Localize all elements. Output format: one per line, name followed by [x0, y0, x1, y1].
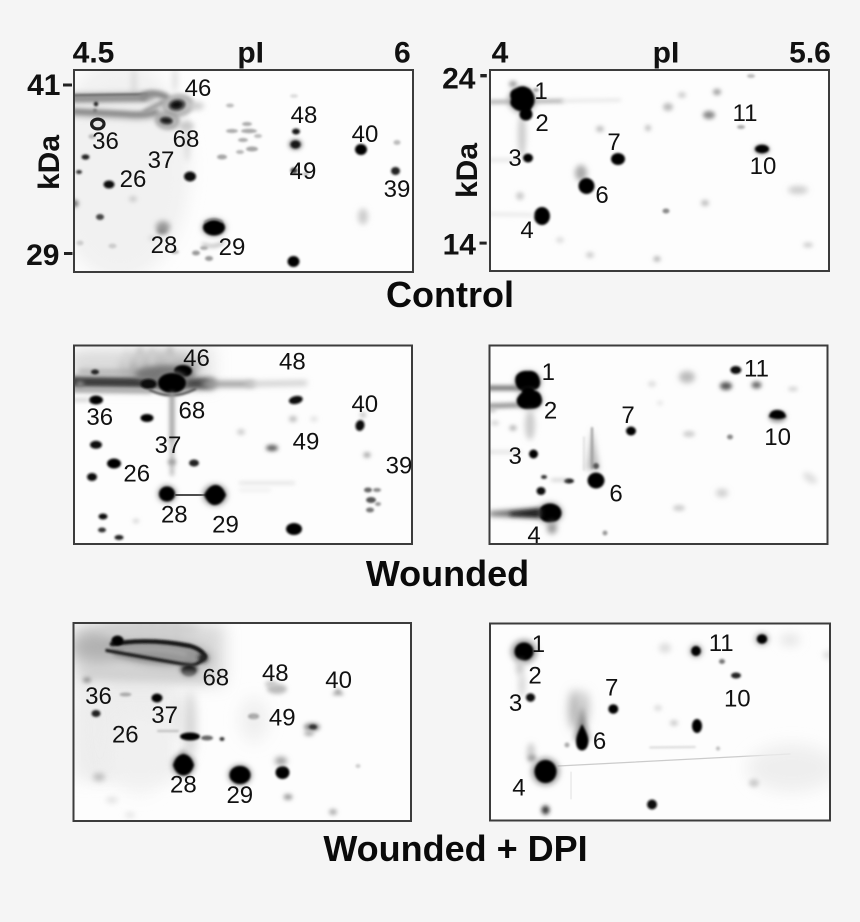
- svg-text:29: 29: [226, 782, 253, 809]
- svg-text:kDa: kDa: [451, 143, 484, 198]
- svg-text:48: 48: [279, 349, 306, 376]
- svg-text:11: 11: [733, 100, 758, 127]
- svg-text:4.5: 4.5: [73, 37, 115, 70]
- svg-text:1: 1: [532, 631, 545, 658]
- svg-text:40: 40: [352, 121, 379, 148]
- svg-text:4: 4: [512, 775, 525, 802]
- svg-text:5.6: 5.6: [789, 37, 831, 70]
- svg-text:4: 4: [520, 217, 533, 244]
- svg-text:48: 48: [262, 660, 289, 687]
- svg-text:1: 1: [534, 78, 547, 105]
- svg-text:49: 49: [293, 428, 320, 455]
- svg-text:4: 4: [527, 522, 540, 549]
- svg-text:36: 36: [85, 683, 112, 710]
- svg-text:28: 28: [161, 501, 188, 528]
- svg-text:26: 26: [123, 460, 150, 487]
- svg-text:7: 7: [605, 675, 618, 702]
- svg-text:39: 39: [386, 452, 413, 479]
- svg-text:39: 39: [384, 176, 411, 203]
- svg-text:37: 37: [148, 147, 175, 174]
- svg-text:26: 26: [112, 722, 139, 749]
- svg-text:3: 3: [509, 690, 522, 717]
- svg-text:49: 49: [290, 158, 317, 185]
- svg-text:kDa: kDa: [33, 135, 66, 190]
- svg-text:6: 6: [609, 481, 622, 508]
- svg-text:11: 11: [709, 630, 734, 657]
- svg-text:46: 46: [185, 75, 212, 102]
- svg-text:7: 7: [621, 402, 634, 429]
- svg-text:2: 2: [544, 398, 557, 425]
- svg-text:49: 49: [269, 705, 296, 732]
- svg-text:29: 29: [212, 512, 239, 539]
- svg-text:10: 10: [764, 424, 791, 451]
- svg-text:68: 68: [202, 665, 229, 692]
- svg-text:40: 40: [325, 667, 352, 694]
- svg-text:46: 46: [183, 345, 210, 372]
- svg-text:24: 24: [442, 63, 476, 96]
- svg-text:28: 28: [170, 772, 197, 799]
- svg-text:6: 6: [593, 728, 606, 755]
- svg-text:37: 37: [155, 432, 182, 459]
- svg-text:6: 6: [595, 182, 608, 209]
- svg-text:2: 2: [528, 662, 541, 689]
- svg-text:pI: pI: [653, 37, 680, 70]
- svg-text:10: 10: [724, 686, 751, 713]
- svg-text:41: 41: [27, 69, 60, 102]
- svg-text:Control: Control: [386, 274, 514, 315]
- svg-text:48: 48: [291, 102, 318, 129]
- svg-text:Wounded: Wounded: [366, 553, 529, 594]
- svg-text:11: 11: [744, 356, 769, 383]
- svg-text:29: 29: [26, 239, 59, 272]
- svg-text:37: 37: [151, 702, 178, 729]
- svg-text:3: 3: [508, 145, 521, 172]
- svg-text:26: 26: [120, 166, 147, 193]
- svg-text:7: 7: [607, 129, 620, 156]
- svg-text:2: 2: [535, 110, 548, 137]
- svg-text:68: 68: [173, 126, 200, 153]
- svg-text:6: 6: [394, 37, 411, 70]
- svg-text:10: 10: [750, 153, 777, 180]
- svg-text:14: 14: [443, 229, 477, 262]
- svg-text:40: 40: [351, 391, 378, 418]
- svg-text:29: 29: [219, 234, 246, 261]
- svg-text:3: 3: [509, 443, 522, 470]
- svg-text:36: 36: [86, 404, 113, 431]
- svg-text:68: 68: [179, 398, 206, 425]
- svg-text:36: 36: [92, 128, 119, 155]
- svg-text:Wounded + DPI: Wounded + DPI: [323, 828, 587, 869]
- svg-text:28: 28: [151, 232, 178, 259]
- svg-text:pI: pI: [237, 37, 264, 70]
- svg-text:1: 1: [542, 359, 555, 386]
- svg-text:4: 4: [492, 37, 509, 70]
